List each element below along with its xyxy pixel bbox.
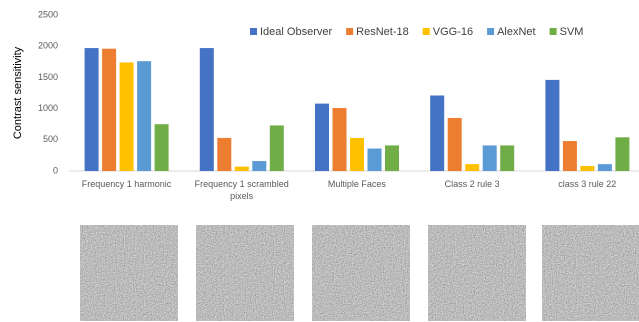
bar <box>252 161 266 171</box>
y-tick-label: 2000 <box>38 41 58 51</box>
legend-swatch <box>487 28 494 35</box>
bar <box>315 104 329 171</box>
bar <box>217 138 231 171</box>
bar <box>448 118 462 171</box>
bar <box>85 48 99 171</box>
bar <box>385 145 399 171</box>
stimulus-image <box>542 225 639 321</box>
y-tick-label: 2500 <box>38 9 58 19</box>
x-tick-label: Class 2 rule 3 <box>415 178 530 190</box>
legend-swatch <box>250 28 257 35</box>
legend-label: Ideal Observer <box>260 26 332 38</box>
page: Contrast sensitivity 0 500 1000 1500 2000 250… <box>0 0 639 322</box>
chart: Contrast sensitivity 0 500 1000 1500 2000 250… <box>0 0 639 322</box>
bar <box>333 108 347 171</box>
bar <box>102 49 116 171</box>
y-tick-label: 1500 <box>38 72 58 82</box>
bar <box>545 80 559 171</box>
x-tick-label: class 3 rule 22 <box>530 178 639 190</box>
bar <box>155 124 169 171</box>
bar <box>580 166 594 171</box>
bar <box>200 48 214 171</box>
stimulus-image <box>196 225 294 321</box>
bar <box>235 167 249 171</box>
x-tick-label: Multiple Faces <box>299 178 414 190</box>
legend-label: VGG-16 <box>433 26 473 38</box>
stimulus-images <box>80 225 639 321</box>
x-tick-label: Frequency 1 scrambled pixels <box>184 178 299 202</box>
bar <box>465 164 479 171</box>
stimulus-image <box>312 225 410 321</box>
bar <box>270 125 284 171</box>
legend-label: ResNet-18 <box>356 26 409 38</box>
legend-swatch <box>423 28 430 35</box>
bar <box>430 95 444 171</box>
bar <box>120 62 134 171</box>
legend-label: AlexNet <box>497 26 536 38</box>
legend-swatch <box>346 28 353 35</box>
y-tick-label: 1000 <box>38 103 58 113</box>
y-tick-label: 500 <box>43 134 58 144</box>
bar <box>615 137 629 171</box>
bar <box>350 138 364 171</box>
stimulus-image <box>80 225 178 321</box>
bar <box>368 149 382 171</box>
y-tick-label: 0 <box>53 165 58 175</box>
bar <box>500 145 514 171</box>
legend-swatch <box>550 28 557 35</box>
y-axis-label: Contrast sensitivity <box>12 46 24 139</box>
bar <box>483 145 497 171</box>
legend-label: SVM <box>560 26 584 38</box>
bar <box>598 164 612 171</box>
bar <box>563 141 577 171</box>
x-tick-label: Frequency 1 harmonic <box>69 178 184 190</box>
stimulus-image <box>428 225 526 321</box>
bar <box>137 61 151 171</box>
